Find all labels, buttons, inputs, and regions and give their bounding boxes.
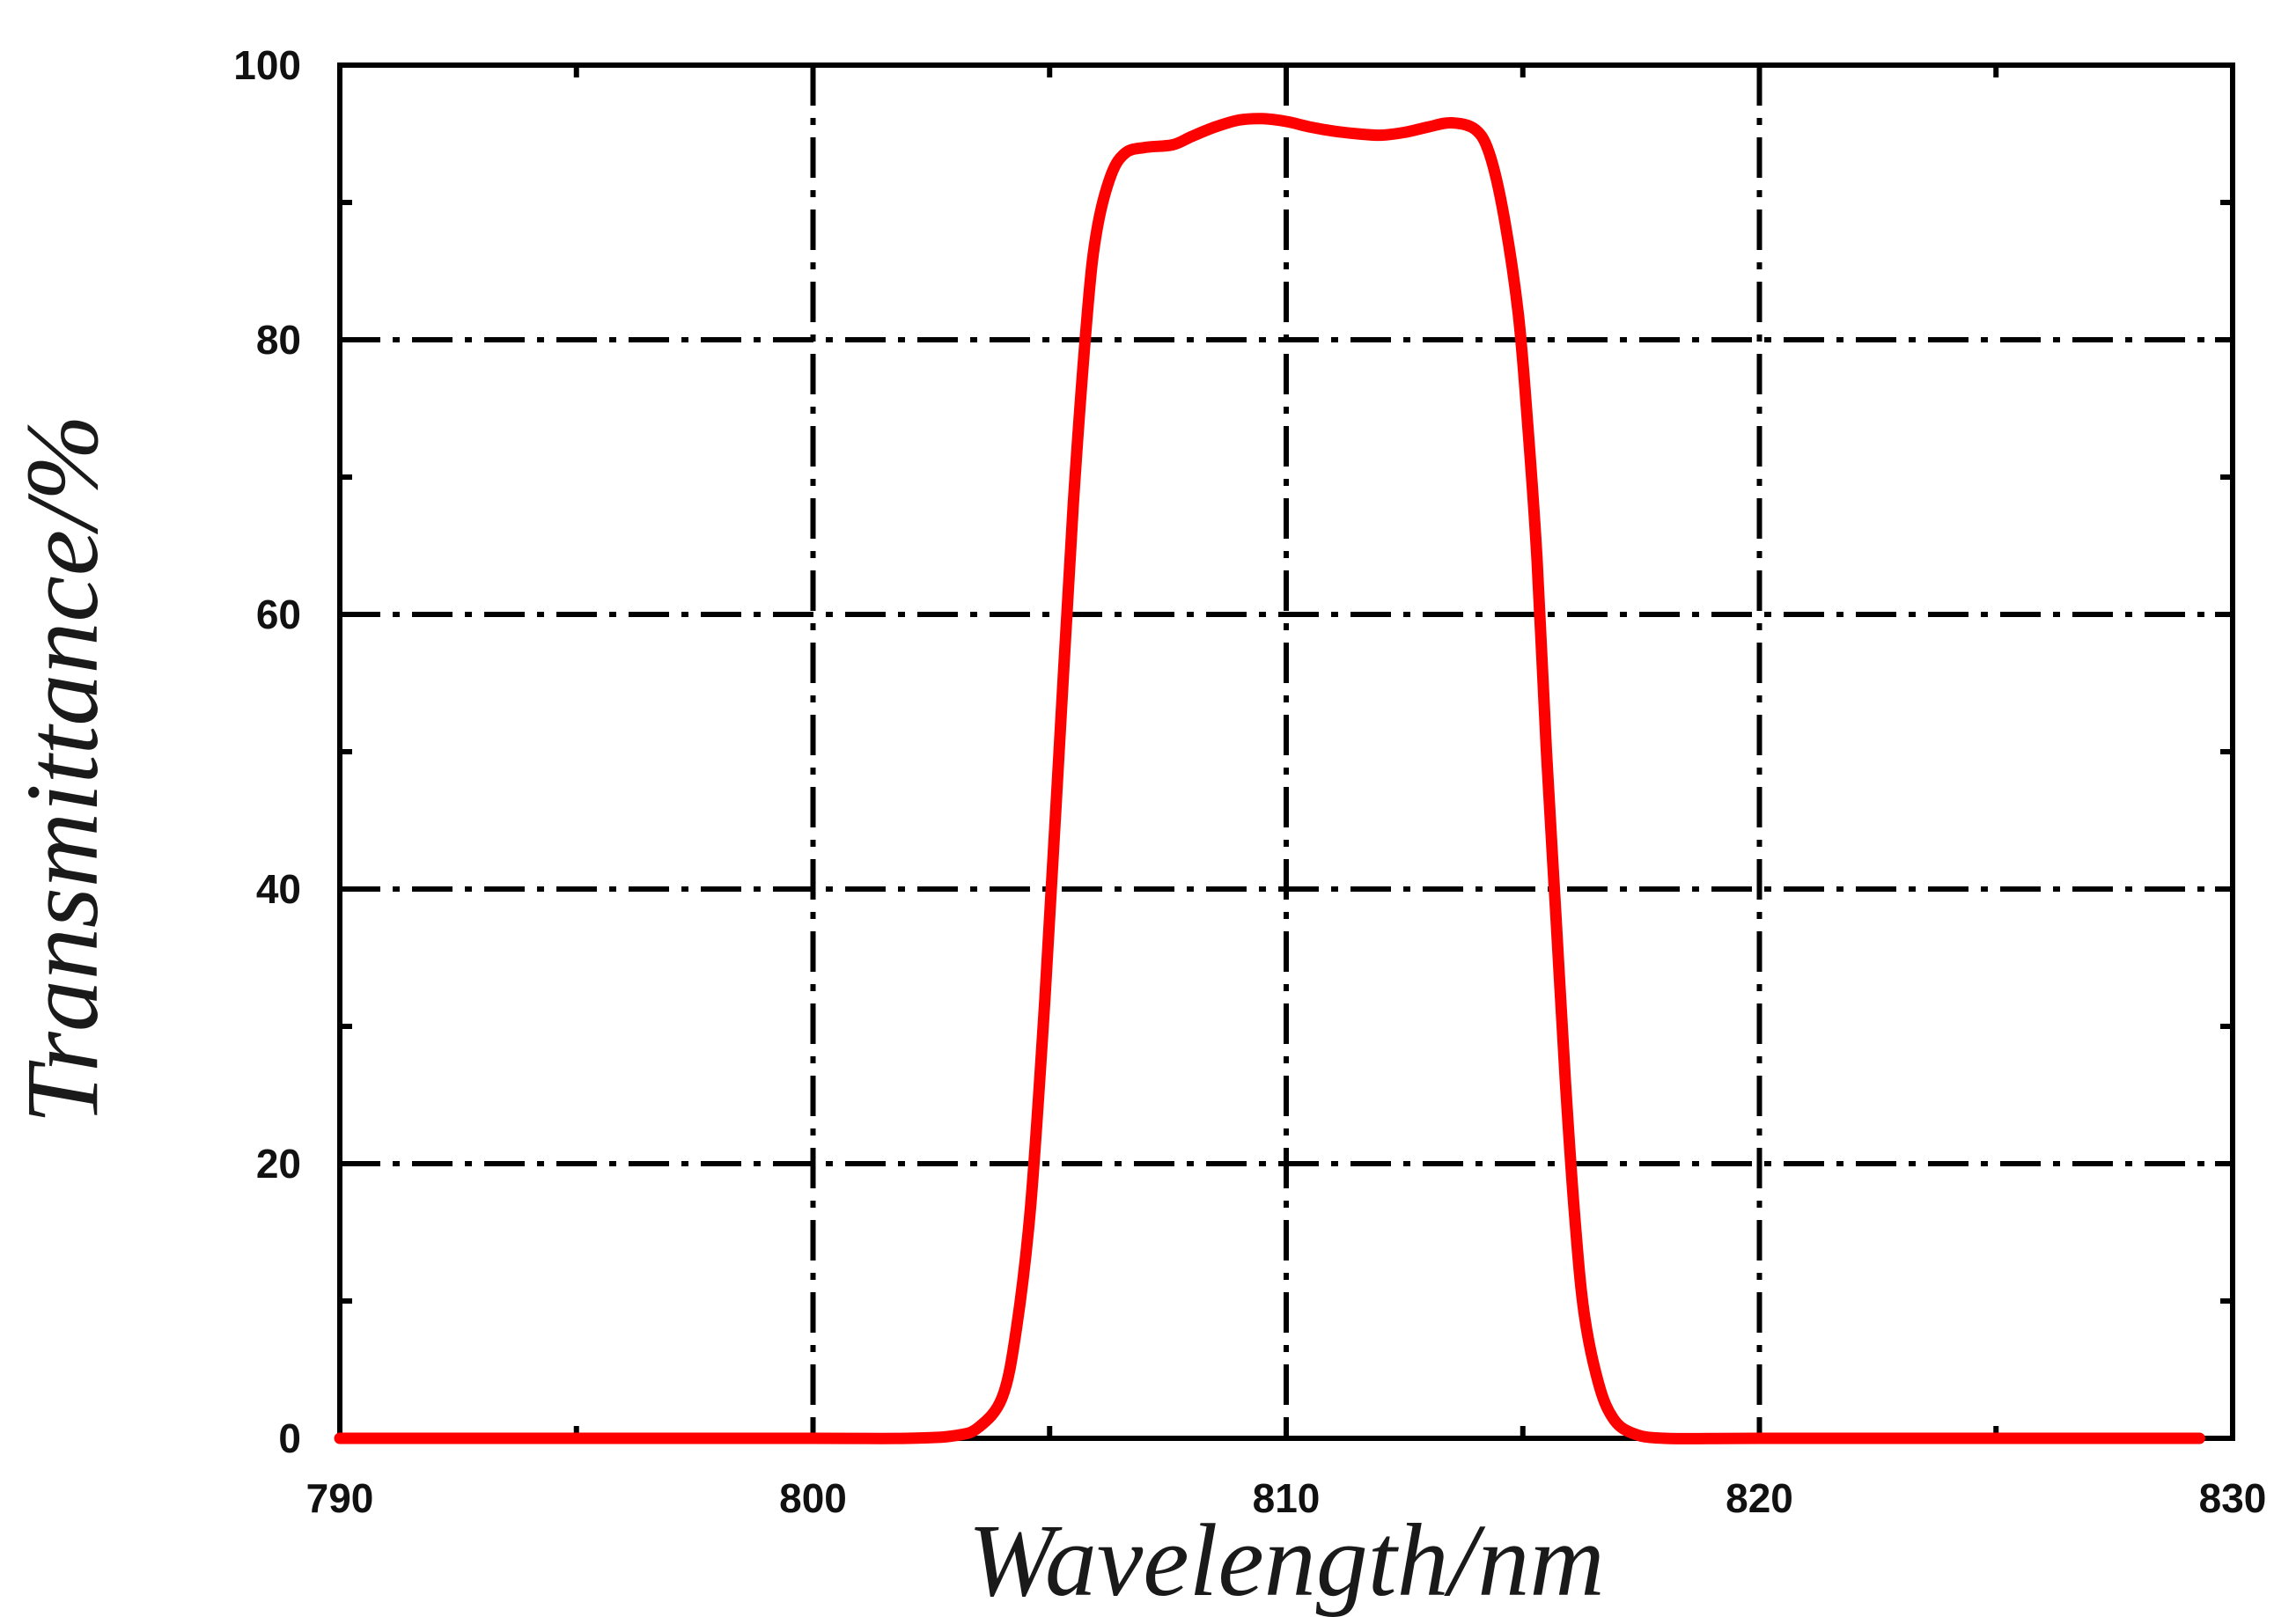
y-tick-label-0: 0 bbox=[278, 1415, 301, 1461]
x-tick-label-810: 810 bbox=[1253, 1475, 1321, 1521]
series-layer bbox=[334, 113, 2205, 1444]
y-tick-label-100: 100 bbox=[233, 42, 301, 88]
x-tick-label-800: 800 bbox=[779, 1475, 847, 1521]
label-layer: 790 800 810 820 830 0 20 40 60 80 100 bbox=[233, 42, 2266, 1521]
y-tick-label-40: 40 bbox=[256, 866, 301, 912]
y-tick-label-60: 60 bbox=[256, 592, 301, 637]
x-tick-label-790: 790 bbox=[306, 1475, 374, 1521]
y-axis-title: Transmittance/% bbox=[4, 415, 120, 1124]
y-tick-label-80: 80 bbox=[256, 317, 301, 363]
transmittance-series-line bbox=[334, 113, 2205, 1444]
grid-layer bbox=[340, 65, 2233, 1438]
y-tick-label-20: 20 bbox=[256, 1141, 301, 1187]
x-axis-title: Wavelength/nm bbox=[968, 1503, 1604, 1617]
x-tick-label-830: 830 bbox=[2199, 1475, 2267, 1521]
x-tick-label-820: 820 bbox=[1726, 1475, 1793, 1521]
